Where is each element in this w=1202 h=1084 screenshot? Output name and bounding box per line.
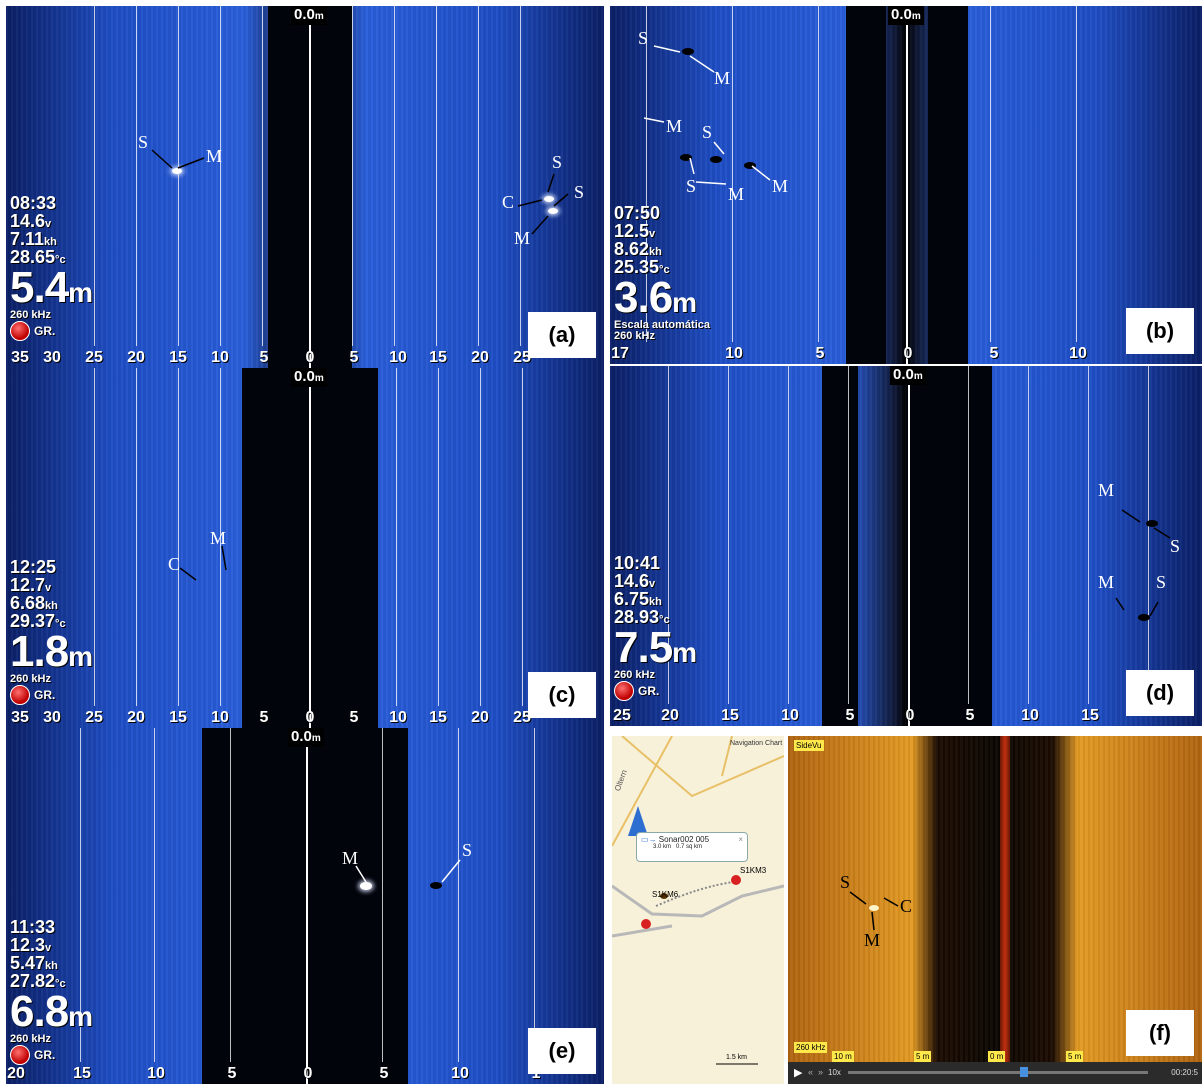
freq-label: 260 kHz <box>794 1042 828 1053</box>
time: 08:33 <box>10 193 57 213</box>
fast-forward-icon[interactable]: » <box>818 1067 824 1077</box>
rewind-icon[interactable]: « <box>808 1067 814 1077</box>
sidevu-title: SideVu <box>794 740 824 751</box>
record-icon[interactable] <box>10 321 30 341</box>
waypoint-label: S1KM3 <box>740 866 767 875</box>
hud: 08:33 14.6v 7.11kh 28.65°c 5.4m 260 kHz … <box>10 193 93 341</box>
panel-label-a: (a) <box>528 312 596 358</box>
play-icon[interactable]: ▶ <box>794 1067 803 1079</box>
track-popup[interactable]: ▭→ Sonar002 005 × 3.0 km 0.7 sq km <box>636 832 748 862</box>
time-label: 00:20:5 <box>1171 1068 1198 1077</box>
record-icon[interactable] <box>10 685 30 705</box>
waypoint-label: S1KM6 <box>652 890 679 899</box>
map-title: Navigation Chart <box>730 740 783 747</box>
sonar-panel-d: 0.0m 10:41 14.6v 6.75kh 28.93°c 7.5m 260… <box>610 366 1202 726</box>
hud: 12:25 12.7v 6.68kh 29.37°c 1.8m 260 kHz … <box>10 558 93 705</box>
depth-top: 0.0m <box>890 366 926 385</box>
record-icon[interactable] <box>614 681 634 701</box>
hud: 10:41 14.6v 6.75kh 28.93°c 7.5m 260 kHz … <box>614 554 697 701</box>
record-icon[interactable] <box>10 1045 30 1065</box>
depth-top: 0.0m <box>288 728 324 747</box>
playback-slider[interactable] <box>848 1071 1148 1074</box>
panel-label-e: (e) <box>528 1028 596 1074</box>
scale-bar-label: 1.5 km <box>726 1054 748 1061</box>
close-icon[interactable]: × <box>738 835 743 844</box>
depth-top: 0.0m <box>291 368 327 387</box>
navigation-chart[interactable]: Navigation Chart Oltern ▭→ Sonar002 005 … <box>612 736 784 1084</box>
panel-label-b: (b) <box>1126 308 1194 354</box>
range-ticks: 17 10 5 0 5 10 <box>611 345 1087 362</box>
sonar-panel-a: 0.0m 08:33 14.6v 7.11kh 28.65°c 5.4m 260… <box>6 6 604 368</box>
depth-top: 0.0m <box>888 6 924 25</box>
hud: 07:50 12.5v 8.62kh 25.35°c 3.6m Escala a… <box>614 203 710 342</box>
slider-handle[interactable] <box>1020 1067 1028 1077</box>
depth-top: 0.0m <box>291 6 327 25</box>
range-ticks: 35 30 25 20 15 10 5 0 5 10 15 20 25 <box>11 709 531 726</box>
range-ticks: 35 30 25 20 15 10 5 0 5 10 15 20 25 <box>11 349 531 366</box>
panel-label-d: (d) <box>1126 670 1194 716</box>
track-icon: ▭→ <box>641 835 657 844</box>
panel-label-f: (f) <box>1126 1010 1194 1056</box>
speed-label: 10x <box>828 1068 841 1077</box>
range-ticks: 25 20 15 10 5 0 5 10 15 <box>613 707 1099 724</box>
sonar-panel-c: 0.0m 12:25 12.7v 6.68kh 29.37°c 1.8m 260… <box>6 368 604 728</box>
hud: 11:33 12.3v 5.47kh 27.82°c 6.8m 260 kHz … <box>10 918 93 1065</box>
sonar-panel-b: 0.0m 07:50 12.5v 8.62kh 25.35°c 3.6m Esc… <box>610 6 1202 364</box>
sidevu-view: SideVu 260 kHz 10 m 5 m 0 m 5 m S C M ▶ … <box>788 736 1202 1084</box>
sonar-panel-e: 0.0m 11:33 12.3v 5.47kh 27.82°c 6.8m 260… <box>6 728 604 1084</box>
playback-bar: ▶ « » 10x 00:20:5 <box>788 1062 1202 1084</box>
panel-label-c: (c) <box>528 672 596 718</box>
